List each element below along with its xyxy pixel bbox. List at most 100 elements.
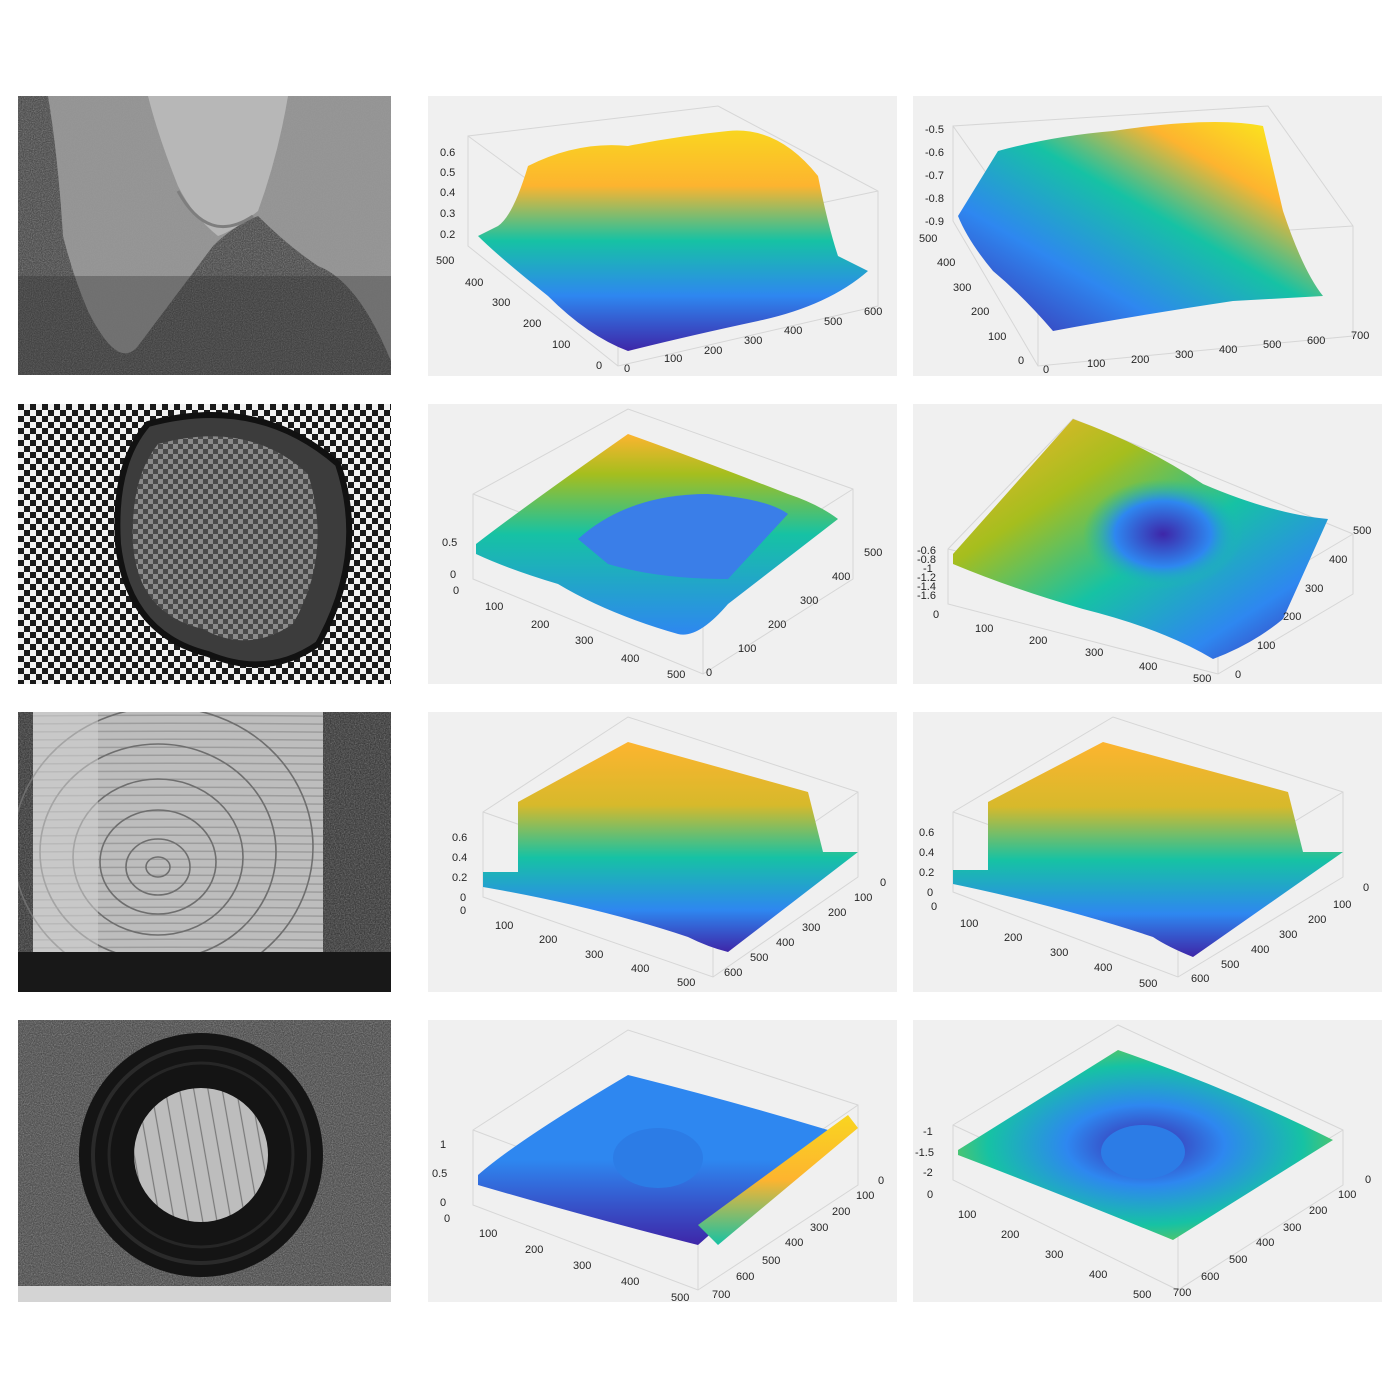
y-tick: 600 xyxy=(1201,1271,1219,1283)
y-ticks: 500 400 300 200 100 0 xyxy=(436,255,602,372)
y-tick: 300 xyxy=(802,922,820,934)
y-ticks: 0 100 200 300 400 500 600 xyxy=(1191,882,1369,985)
y-tick: 200 xyxy=(523,318,541,330)
x-ticks: 0 100 200 300 400 500 xyxy=(931,901,1157,990)
x-ticks: 0 100 200 300 400 500 xyxy=(453,585,685,681)
surface-r1c2 xyxy=(478,130,868,351)
z-tick: -1.5 xyxy=(915,1147,934,1159)
x-tick: 400 xyxy=(1094,962,1112,974)
z-tick: 0.4 xyxy=(919,847,934,859)
x-tick: 500 xyxy=(1133,1289,1151,1301)
plot-r2c3: -0.6 -0.8 -1 -1.2 -1.4 -1.6 0 100 200 30… xyxy=(913,404,1382,684)
y-tick: 500 xyxy=(1353,525,1371,537)
z-tick: 0 xyxy=(450,569,456,581)
x-ticks: 0 100 200 300 400 500 600 700 xyxy=(1043,330,1369,376)
plot-r4c2: 1 0.5 0 0 100 200 300 400 500 0 100 200 … xyxy=(428,1020,897,1302)
y-tick: 200 xyxy=(971,306,989,318)
y-tick: 0 xyxy=(1018,355,1024,367)
z-tick: -2 xyxy=(923,1167,933,1179)
z-ticks: 0.6 0.5 0.4 0.3 0.2 xyxy=(440,147,455,241)
y-ticks: 0 100 200 300 400 500 600 700 xyxy=(712,1175,884,1301)
z-tick: 0 xyxy=(927,887,933,899)
photo-checkerboard xyxy=(18,404,391,684)
x-tick: 0 xyxy=(933,609,939,621)
y-tick: 500 xyxy=(864,547,882,559)
y-ticks: 0 100 200 300 400 500 600 700 xyxy=(1173,1174,1371,1299)
z-tick: 0.5 xyxy=(432,1168,447,1180)
photo-sponge xyxy=(18,96,391,375)
z-tick: 0.5 xyxy=(440,167,455,179)
z-ticks: -0.6 -0.8 -1 -1.2 -1.4 -1.6 xyxy=(917,545,936,602)
y-tick: 100 xyxy=(1257,640,1275,652)
x-tick: 200 xyxy=(531,619,549,631)
y-tick: 600 xyxy=(1191,973,1209,985)
y-tick: 400 xyxy=(1256,1237,1274,1249)
y-tick: 300 xyxy=(1279,929,1297,941)
y-tick: 0 xyxy=(706,667,712,679)
x-tick: 300 xyxy=(1085,647,1103,659)
z-tick: 0 xyxy=(460,892,466,904)
plot-r3c3: 0.6 0.4 0.2 0 0 100 200 300 400 500 0 10… xyxy=(913,712,1382,992)
z-ticks: -0.5 -0.6 -0.7 -0.8 -0.9 xyxy=(925,124,944,228)
z-tick: 0.4 xyxy=(452,852,467,864)
z-tick: 0.6 xyxy=(919,827,934,839)
y-tick: 400 xyxy=(832,571,850,583)
y-tick: 100 xyxy=(738,643,756,655)
z-ticks: 1 0.5 0 xyxy=(432,1139,447,1209)
z-tick: 0.2 xyxy=(452,872,467,884)
x-tick: 300 xyxy=(573,1260,591,1272)
x-ticks: 0 100 200 300 400 500 xyxy=(933,609,1211,684)
y-tick: 700 xyxy=(1173,1287,1191,1299)
z-tick: -1.6 xyxy=(917,590,936,602)
surface-r4c2-ridge xyxy=(698,1115,858,1245)
y-tick: 200 xyxy=(1308,914,1326,926)
x-tick: 300 xyxy=(1045,1249,1063,1261)
x-tick: 400 xyxy=(631,963,649,975)
surface-r3c3 xyxy=(953,742,1343,957)
y-tick: 700 xyxy=(712,1289,730,1301)
z-tick: -0.9 xyxy=(925,216,944,228)
y-tick: 400 xyxy=(1251,944,1269,956)
z-tick: -1 xyxy=(923,1126,933,1138)
y-tick: 400 xyxy=(937,257,955,269)
y-tick: 500 xyxy=(919,233,937,245)
y-tick: 400 xyxy=(776,937,794,949)
z-tick: -0.5 xyxy=(925,124,944,136)
y-tick: 100 xyxy=(988,331,1006,343)
y-tick: 200 xyxy=(828,907,846,919)
y-tick: 600 xyxy=(736,1271,754,1283)
y-tick: 0 xyxy=(878,1175,884,1187)
surface-r2c3-dip xyxy=(1083,479,1243,589)
x-tick: 300 xyxy=(744,335,762,347)
x-tick: 300 xyxy=(1175,349,1193,361)
y-ticks: 0 100 200 300 400 500 xyxy=(1235,525,1371,681)
z-tick: -0.8 xyxy=(917,554,936,566)
x-ticks: 0 100 200 300 400 500 xyxy=(927,1189,1151,1301)
x-tick: 600 xyxy=(864,306,882,318)
y-tick: 300 xyxy=(800,595,818,607)
y-tick: 400 xyxy=(465,277,483,289)
y-tick: 100 xyxy=(552,339,570,351)
plot-r2c2: 0.5 0 0 100 200 300 400 500 0 100 200 30… xyxy=(428,404,897,684)
x-tick: 100 xyxy=(960,918,978,930)
x-tick: 100 xyxy=(1087,358,1105,370)
plot-r1c3: -0.5 -0.6 -0.7 -0.8 -0.9 500 400 300 200… xyxy=(913,96,1382,376)
checkerboard-image xyxy=(18,404,391,684)
z-tick: 0 xyxy=(440,1197,446,1209)
x-tick: 0 xyxy=(1043,364,1049,376)
z-tick: 0.6 xyxy=(440,147,455,159)
x-tick: 500 xyxy=(1139,978,1157,990)
x-tick: 500 xyxy=(671,1292,689,1302)
x-tick: 100 xyxy=(975,623,993,635)
x-tick: 0 xyxy=(624,363,630,375)
y-tick: 200 xyxy=(1283,611,1301,623)
y-tick: 300 xyxy=(1283,1222,1301,1234)
x-ticks: 0 100 200 300 400 500 xyxy=(444,1213,689,1302)
z-ticks: 0.5 0 xyxy=(442,537,457,581)
y-ticks: 500 400 300 200 100 0 xyxy=(919,233,1024,367)
x-tick: 300 xyxy=(575,635,593,647)
plot-r4c3: -1 -1.5 -2 0 100 200 300 400 500 0 100 2… xyxy=(913,1020,1382,1302)
z-tick: -0.7 xyxy=(925,170,944,182)
x-tick: 200 xyxy=(1004,932,1022,944)
y-tick: 500 xyxy=(436,255,454,267)
